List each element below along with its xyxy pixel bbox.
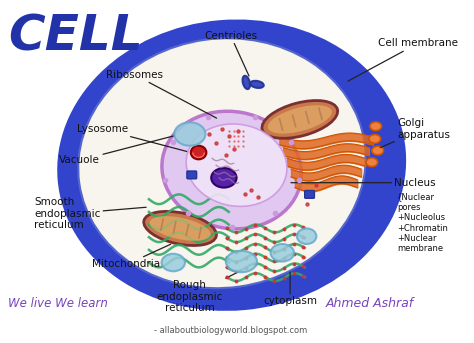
Ellipse shape	[372, 146, 383, 155]
Text: Mitochondria: Mitochondria	[92, 244, 171, 270]
FancyBboxPatch shape	[305, 190, 314, 198]
Ellipse shape	[144, 211, 217, 246]
Ellipse shape	[226, 251, 257, 272]
Text: {Nuclear
pores
+Nucleolus
+Chromatin
+Nuclear
membrane: {Nuclear pores +Nucleolus +Chromatin +Nu…	[397, 192, 448, 253]
Ellipse shape	[366, 158, 378, 167]
Ellipse shape	[191, 146, 206, 159]
Text: Ribosomes: Ribosomes	[106, 70, 217, 118]
Text: cytoplasm: cytoplasm	[263, 272, 317, 306]
FancyBboxPatch shape	[187, 171, 197, 179]
Ellipse shape	[262, 100, 337, 138]
Text: Rough
endoplasmic
reticulum: Rough endoplasmic reticulum	[156, 271, 241, 313]
Ellipse shape	[211, 168, 237, 188]
Text: Lysosome: Lysosome	[77, 124, 188, 152]
Ellipse shape	[250, 81, 264, 88]
Text: Nucleus: Nucleus	[291, 178, 436, 188]
Ellipse shape	[174, 122, 205, 146]
Ellipse shape	[268, 105, 332, 133]
Text: CELL: CELL	[8, 12, 142, 60]
Text: Golgi
apparatus: Golgi apparatus	[380, 118, 450, 147]
Ellipse shape	[162, 254, 185, 271]
Text: - allaboutbiologyworld.blogspot.com: - allaboutbiologyworld.blogspot.com	[154, 326, 307, 335]
Ellipse shape	[162, 111, 301, 229]
Ellipse shape	[370, 122, 382, 131]
Ellipse shape	[149, 216, 210, 241]
Ellipse shape	[297, 228, 316, 244]
Text: Cell membrane: Cell membrane	[348, 38, 458, 81]
Ellipse shape	[271, 244, 294, 262]
Ellipse shape	[59, 21, 405, 309]
Ellipse shape	[186, 124, 287, 206]
Ellipse shape	[243, 76, 250, 89]
Text: Ahmed Ashraf: Ahmed Ashraf	[326, 297, 414, 310]
Text: We live We learn: We live We learn	[8, 297, 108, 310]
Text: Vacuole: Vacuole	[59, 136, 174, 165]
Text: Centrioles: Centrioles	[204, 31, 257, 76]
Ellipse shape	[369, 134, 381, 143]
Text: Smooth
endoplasmic
reticulum: Smooth endoplasmic reticulum	[34, 197, 146, 230]
Ellipse shape	[78, 38, 365, 288]
